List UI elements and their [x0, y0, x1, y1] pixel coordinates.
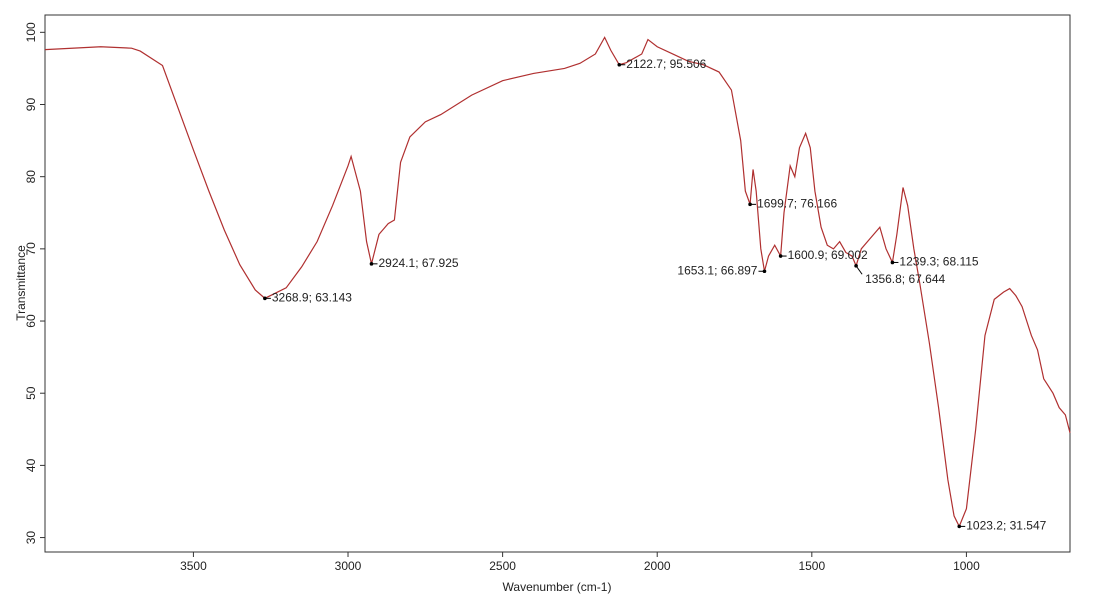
y-tick-label: 30 — [24, 531, 38, 545]
annotation-point — [890, 260, 895, 265]
annotation-label: 3268.9; 63.143 — [272, 291, 352, 305]
x-tick-label: 3500 — [180, 559, 207, 573]
x-tick-label: 3000 — [335, 559, 362, 573]
y-tick-label: 50 — [24, 386, 38, 400]
annotation-label: 1653.1; 66.897 — [677, 263, 757, 277]
annotation-point — [617, 62, 622, 67]
annotation-point — [762, 269, 767, 274]
annotation-point — [778, 254, 783, 258]
annotation-point — [369, 262, 374, 266]
annotation-point — [748, 202, 752, 207]
annotation-label: 1699.7; 76.166 — [757, 197, 837, 211]
y-tick-label: 60 — [24, 314, 38, 328]
y-axis-label: Transmittance — [14, 245, 28, 321]
y-tick-label: 80 — [24, 170, 38, 184]
y-tick-label: 100 — [24, 22, 38, 42]
annotation-point — [854, 264, 858, 268]
annotation-label: 2924.1; 67.925 — [378, 256, 458, 270]
annotation-point — [957, 524, 962, 529]
plot-frame — [44, 14, 1071, 553]
annotation-point — [263, 296, 267, 301]
spectrum-line — [44, 36, 1071, 528]
x-tick-label: 2500 — [489, 559, 516, 573]
x-tick-label: 2000 — [644, 559, 671, 573]
y-tick-label: 70 — [24, 242, 38, 256]
annotation-label: 1239.3; 68.115 — [899, 255, 979, 269]
y-tick-label: 90 — [24, 98, 38, 112]
annotation-label: 2122.7; 95.506 — [626, 57, 706, 71]
x-tick-label: 1000 — [953, 559, 980, 573]
x-axis-label: Wavenumber (cm-1) — [503, 580, 612, 594]
y-tick-label: 40 — [24, 458, 38, 472]
annotation-label: 1356.8; 67.644 — [865, 272, 945, 286]
x-tick-label: 1500 — [798, 559, 825, 573]
annotation-label: 1023.2; 31.547 — [966, 519, 1046, 533]
annotation-label: 1600.9; 69.002 — [788, 248, 868, 262]
